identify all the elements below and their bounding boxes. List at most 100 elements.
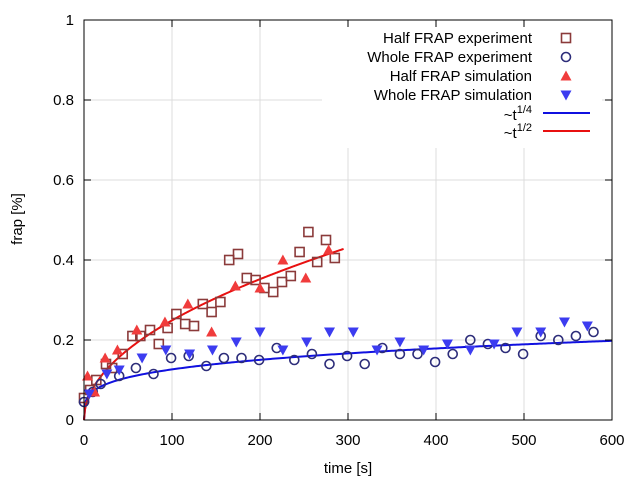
data-point (289, 354, 300, 366)
data-point (285, 270, 297, 282)
data-point (347, 327, 359, 338)
data-point (588, 326, 599, 338)
y-axis-label: frap [%] (9, 193, 26, 245)
data-point (511, 327, 523, 338)
data-point (153, 338, 165, 350)
x-tick-label: 300 (335, 432, 360, 449)
data-point (300, 272, 312, 283)
x-axis-label: time [s] (324, 460, 372, 477)
data-point (182, 298, 194, 309)
data-point (253, 354, 265, 366)
data-point (294, 246, 305, 258)
data-point (267, 286, 279, 298)
data-point (101, 369, 113, 380)
x-tick-label: 400 (423, 432, 448, 449)
data-point (412, 348, 423, 360)
data-point (215, 296, 226, 308)
data-point (160, 345, 172, 356)
data-point (254, 282, 266, 293)
data-point (165, 352, 177, 364)
x-tick-label: 100 (159, 432, 184, 449)
data-point (535, 327, 547, 338)
data-point (206, 345, 218, 356)
data-point (201, 360, 212, 372)
legend-label: Whole FRAP experiment (367, 49, 533, 66)
data-point (130, 362, 142, 374)
data-point (553, 334, 564, 346)
data-point (230, 337, 242, 348)
data-point (218, 352, 230, 364)
legend-label-base: ~t (504, 107, 518, 124)
y-tick-label: 0.6 (53, 172, 74, 189)
data-point (241, 272, 253, 284)
legend-marker (560, 51, 572, 63)
data-point (517, 348, 529, 360)
data-point (111, 344, 123, 355)
data-point (277, 345, 289, 356)
data-point (324, 358, 335, 370)
y-tick-label: 0 (66, 412, 74, 429)
x-tick-label: 600 (599, 432, 624, 449)
fit-line (83, 339, 613, 421)
data-point (441, 339, 453, 350)
data-point (394, 337, 406, 348)
data-point (488, 339, 500, 350)
legend-label-exponent: 1/2 (517, 122, 532, 134)
data-point (229, 280, 241, 291)
data-point (223, 254, 235, 266)
data-point (250, 274, 261, 286)
data-point (83, 389, 95, 400)
y-tick-label: 0.8 (53, 92, 74, 109)
legend-background (322, 24, 602, 148)
data-point (303, 226, 314, 238)
data-point (429, 356, 441, 368)
legend-label: ~t1/4 (504, 104, 532, 124)
data-point (311, 256, 323, 268)
data-point (301, 337, 313, 348)
grid-lines (84, 20, 612, 420)
data-point (206, 306, 217, 318)
data-point (82, 370, 94, 381)
data-point (465, 334, 476, 346)
legend-label: Half FRAP simulation (390, 68, 532, 85)
legend-label-base: ~t (504, 125, 518, 142)
data-point (131, 324, 143, 335)
data-point (500, 342, 511, 354)
x-tick-label: 500 (511, 432, 536, 449)
legend-marker (560, 32, 572, 44)
data-points (78, 226, 599, 408)
data-point (306, 348, 318, 360)
data-point (184, 349, 196, 360)
data-point (329, 252, 341, 264)
data-point (144, 324, 156, 336)
legend-marker (560, 70, 572, 81)
axis-ticks (83, 19, 613, 421)
data-point (188, 320, 200, 332)
legend-label: Half FRAP experiment (383, 30, 533, 47)
data-point (113, 365, 125, 376)
data-point (570, 330, 582, 342)
data-point (254, 327, 266, 338)
data-point (136, 353, 148, 364)
data-point (148, 368, 159, 380)
data-point (418, 345, 430, 356)
data-point (206, 326, 218, 337)
y-tick-label: 1 (66, 12, 74, 29)
tick-labels: 0 100 200 300 400 500 600 0 0.2 0.4 0.6 0.8 1 (53, 12, 624, 449)
data-point (324, 327, 336, 338)
data-point (171, 308, 182, 320)
x-tick-label: 0 (80, 432, 88, 449)
y-tick-label: 0.2 (53, 332, 74, 349)
data-point (359, 358, 371, 370)
data-point (179, 318, 191, 330)
data-point (159, 316, 171, 327)
data-point (236, 352, 247, 364)
data-point (558, 317, 570, 328)
data-point (581, 321, 593, 332)
legend: Half FRAP experiment Whole FRAP experimen… (367, 30, 590, 142)
data-point (95, 378, 107, 390)
data-point (197, 298, 209, 310)
data-point (99, 352, 111, 363)
legend-label: Whole FRAP simulation (374, 87, 532, 104)
